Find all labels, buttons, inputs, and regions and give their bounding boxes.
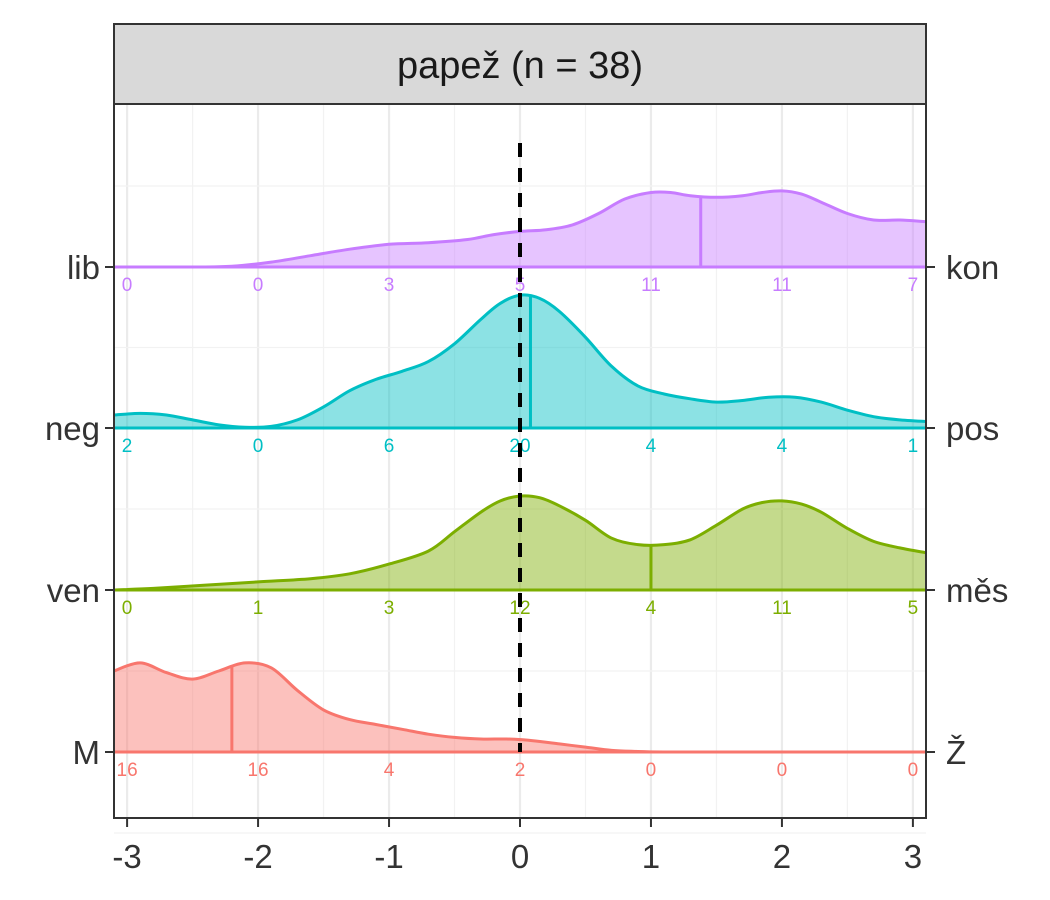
- ridge-fill: [114, 190, 926, 268]
- count-label: 4: [384, 760, 395, 781]
- strip-title: papež (n = 38): [397, 45, 643, 87]
- y-label-left: ven: [47, 572, 100, 609]
- count-label: 0: [122, 598, 133, 619]
- count-label: 0: [253, 436, 264, 457]
- count-label: 0: [777, 760, 788, 781]
- count-label: 0: [908, 760, 919, 781]
- count-label: 3: [384, 598, 395, 619]
- ridge-lib-kon: 0 0 3 5 11 11 7: [113, 189, 927, 296]
- y-label-left: neg: [45, 410, 100, 447]
- y-label-right: měs: [946, 572, 1008, 609]
- count-label: 7: [908, 275, 919, 296]
- count-label: 5: [515, 275, 526, 296]
- x-tick-label: -1: [374, 838, 403, 875]
- strip-background: [113, 23, 927, 105]
- x-tick-label: 1: [642, 838, 660, 875]
- count-label: 0: [122, 275, 133, 296]
- count-label: 1: [253, 598, 264, 619]
- count-label: 5: [908, 598, 919, 619]
- count-label: 0: [253, 275, 264, 296]
- count-label: 11: [641, 275, 661, 296]
- ridge-fill: [114, 662, 926, 753]
- ridge-outline: [113, 494, 927, 592]
- x-tick-label: 2: [773, 838, 791, 875]
- count-label: 6: [384, 436, 395, 457]
- count-label: 4: [646, 436, 657, 457]
- x-tick-label: 0: [511, 838, 529, 875]
- count-label: 1: [908, 436, 919, 457]
- x-axis: -3 -2 -1 0 1 2 3: [112, 818, 922, 875]
- count-label: 0: [646, 760, 657, 781]
- y-label-left: lib: [67, 249, 100, 286]
- count-label: 2: [515, 760, 526, 781]
- ridge-fill: [114, 294, 926, 428]
- ridge-ven-měs: 0 1 3 12 4 11 5: [113, 494, 927, 619]
- x-tick-label: 3: [904, 838, 922, 875]
- count-label: 2: [122, 436, 133, 457]
- count-label: 11: [772, 275, 792, 296]
- x-tick-label: -2: [243, 838, 272, 875]
- x-tick-label: -3: [112, 838, 141, 875]
- y-label-right: Ž: [946, 734, 966, 771]
- count-label: 16: [117, 760, 138, 781]
- y-label-left: M: [73, 734, 101, 771]
- count-label: 3: [384, 275, 395, 296]
- y-label-right: pos: [946, 410, 999, 447]
- ridge-outline: [113, 189, 927, 269]
- count-label: 12: [509, 598, 530, 619]
- count-label: 4: [777, 436, 788, 457]
- count-label: 4: [646, 598, 657, 619]
- ridge-fill: [114, 495, 926, 590]
- y-label-right: kon: [946, 249, 999, 286]
- count-label: 16: [247, 760, 268, 781]
- count-label: 11: [772, 598, 792, 619]
